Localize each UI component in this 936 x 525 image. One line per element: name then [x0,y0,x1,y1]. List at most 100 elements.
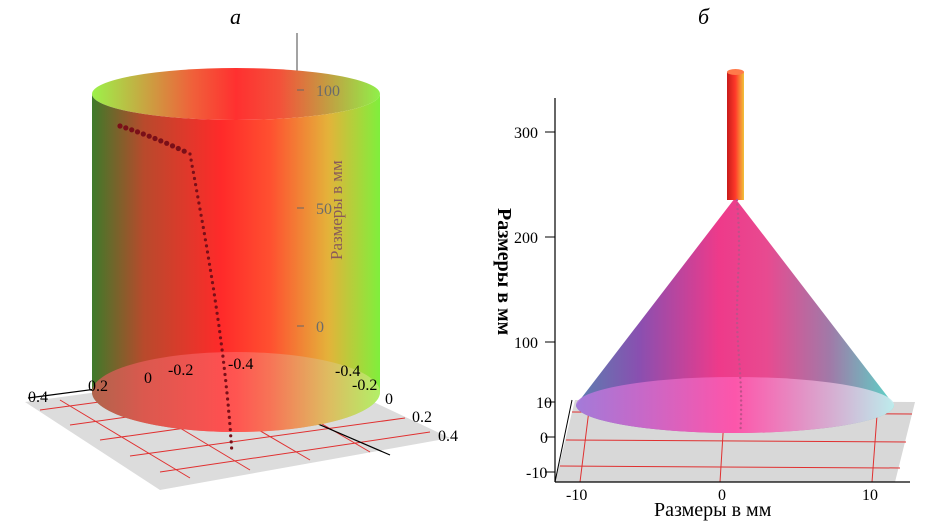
vertical-ticks-a: 100 50 0 [297,83,340,336]
trajectory-a-dot [204,244,209,248]
trajectory-a-dot [228,428,232,432]
trajectory-b-dot [736,212,740,215]
cone-base [576,377,894,433]
trajectory-b-dot [737,344,740,348]
trajectory-b-dot [739,394,743,398]
trajectory-b-dot [737,262,740,265]
tick-a-r-2: 0 [385,391,393,408]
trajectory-a-dot [226,397,230,401]
trajectory-a-dot [134,129,141,135]
tick-b-v-5: -10 [526,465,547,482]
trajectory-a-dot [223,372,227,377]
trajectory-a-dot [227,409,231,413]
trajectory-b-dot [737,235,741,238]
tick-a-v-1: 50 [316,201,332,218]
axis-title-a-vertical: Размеры в мм [327,160,346,260]
trajectory-a-dot [191,170,195,174]
panel-b-label: б [698,4,710,29]
trajectory-b-dot [738,372,742,375]
trajectory-a-dot [230,446,234,450]
nozzle-tube [727,72,744,200]
trajectory-b-dot [737,226,740,229]
trajectory-b-dot [739,390,743,393]
trajectory-b-dot [739,417,743,421]
trajectory-a-dot [175,145,181,152]
trajectory-b-dot [735,198,739,202]
trajectory-b-dot [735,321,739,325]
trajectory-b-dot [737,271,740,275]
trajectory-b-dot [736,326,739,329]
trajectory-a-dot [229,434,233,438]
trajectory-b-dot [736,294,739,297]
trajectory-a-dot [195,189,199,193]
cylinder-base [92,352,380,432]
trajectory-b-dot [735,308,739,311]
trajectory-b-dot [735,303,739,307]
nozzle-tube-top [727,69,744,75]
tick-a-h-2: 0 [144,370,152,387]
tick-b-v-2: 100 [514,335,538,352]
trajectory-a-dot [226,403,230,407]
trajectory-b-dot [737,349,740,352]
trajectory-a-dot [229,440,233,444]
tick-a-v-2: 0 [316,319,324,336]
trajectory-a-dot [209,274,214,279]
trajectory-b-dot [737,221,740,224]
trajectory-b-dot [736,285,739,288]
trajectory-a-dot [218,336,223,340]
trajectory-a-dot [222,360,226,364]
trajectory-b-dot [737,358,741,361]
trajectory-a-dot [228,421,232,426]
trajectory-a-dot [169,143,176,149]
horizontal-ticks-a-left: 0.4 0.2 0 -0.2 -0.4 [28,356,253,406]
horizontal-ticks-b: -10 0 10 [566,487,878,504]
trajectory-a-dot [129,127,135,133]
trajectory-a-dot [216,317,220,321]
trajectory-b-dot [737,353,740,357]
trajectory-b-dot [740,404,743,407]
trajectory-b-dot [736,203,739,206]
trajectory-a-dot [202,232,206,236]
trajectory-a-dot [158,138,164,144]
tick-a-r-1: -0.2 [352,377,377,394]
tick-a-h-1: 0.2 [88,378,108,395]
trajectory-b-dot [739,399,743,402]
trajectory-a-dot [211,287,216,291]
trajectory-b-dot [737,267,740,270]
trajectory-b-dot [735,317,739,320]
trajectory-a-dot [222,366,226,370]
trajectory-b-dot [739,385,742,389]
trajectory-b-dot [736,331,739,334]
trajectory-b-dot [739,381,742,384]
trajectory-b-dot [739,426,742,430]
trajectory-a-dot [188,152,192,156]
trajectory-a-dot [117,123,123,129]
trajectory-a-dot [224,385,228,389]
trajectory-a-dot [201,225,205,230]
tick-a-v-0: 100 [316,83,340,100]
trajectory-b-dot [737,258,741,261]
trajectory-a-dot [208,268,213,272]
trajectory-b-dot [739,408,743,411]
tick-a-h-0: 0.4 [28,389,48,406]
trajectory-b-dot [738,363,741,366]
trajectory-b-dot [736,299,739,302]
trajectory-a-dot [203,238,207,242]
trajectory-a-dot [146,133,152,139]
tick-a-r-3: 0.2 [412,409,432,426]
tick-b-h-2: 10 [862,487,878,504]
trajectory-a-dot [200,219,204,223]
cylinder-top-rim [92,68,380,120]
trajectory-a-dot [140,131,146,137]
trajectory-a-dot [152,135,158,142]
trajectory-a-dot [217,323,221,328]
horizontal-ticks-a-right: -0.4 -0.2 0 0.2 0.4 [335,363,458,445]
tick-b-v-1: 200 [514,230,538,247]
trajectory-b-dot [738,367,741,370]
trajectory-a-dot [227,415,231,419]
trajectory-a-dot [220,348,224,352]
trajectory-a-dot [207,262,212,266]
trajectory-a-dot [212,293,216,297]
trajectory-a-dot [215,311,219,315]
